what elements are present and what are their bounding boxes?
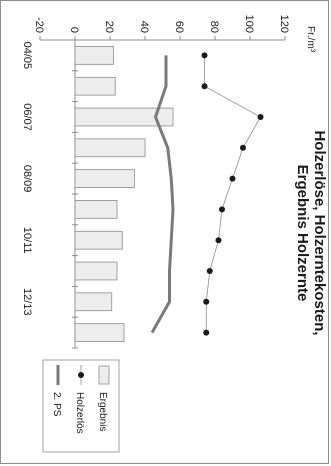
legend-swatch-bar	[98, 365, 110, 385]
data-point-holzerloes	[203, 329, 210, 336]
y-tick-label: 0	[68, 27, 80, 33]
data-point-holzerloes	[219, 206, 225, 213]
data-point-holzerloes	[203, 298, 210, 305]
bar	[74, 169, 135, 188]
x-tick-label: 08/09	[21, 165, 33, 193]
y-tick-label: 60	[173, 21, 185, 33]
bar	[74, 200, 118, 219]
data-point-holzerloes	[229, 175, 236, 182]
bar	[74, 261, 118, 281]
data-point-holzerloes	[240, 144, 246, 151]
bar	[74, 323, 125, 342]
legend-label: Ergebnis	[97, 392, 108, 431]
chart-title: Holzerlöse, Holzerntekosten,Ergebnis Hol…	[294, 130, 328, 335]
series-line-holzerloes	[204, 55, 262, 333]
y-tick-label: 100	[243, 15, 255, 33]
x-tick-label: 12/13	[21, 288, 33, 316]
y-tick-label: 80	[208, 21, 220, 33]
data-point-holzerloes	[201, 52, 208, 59]
bar	[74, 46, 114, 65]
bar	[74, 230, 123, 250]
x-tick-label: 04/05	[21, 42, 33, 70]
x-tick-label: 10/11	[21, 227, 33, 254]
axes: -20 0 20 40 60 80 100 120 04/05 06/07 08/09 10/11 12…	[21, 15, 290, 349]
x-tick-label: 06/07	[21, 103, 33, 131]
legend-label: Holzerlös	[74, 392, 85, 434]
line-series	[150, 52, 264, 336]
data-point-holzerloes	[257, 114, 264, 120]
data-point-holzerloes	[201, 83, 208, 90]
bar	[74, 76, 116, 96]
chart-title-line: Holzerlöse, Holzerntekosten,	[311, 130, 328, 335]
y-tick-label: 20	[103, 21, 115, 33]
data-point-holzerloes	[215, 237, 222, 244]
chart-title-line: Ergebnis Holzernte	[294, 165, 311, 302]
y-tick-label: -20	[33, 17, 45, 33]
data-point-holzerloes	[206, 268, 213, 274]
legend-label: 2. PS	[51, 392, 62, 417]
bar	[74, 292, 113, 312]
y-axis-unit-label: Fr./m³	[305, 26, 316, 53]
series-line-2ps	[150, 55, 175, 334]
legend: Ergebnis Holzerlös 2. PS	[42, 359, 120, 453]
bar-series	[74, 46, 174, 342]
legend-swatch-marker	[78, 372, 84, 378]
bar	[74, 107, 174, 127]
y-tick-label: 40	[138, 21, 150, 33]
bar	[74, 138, 146, 158]
y-tick-label: 120	[278, 15, 290, 33]
